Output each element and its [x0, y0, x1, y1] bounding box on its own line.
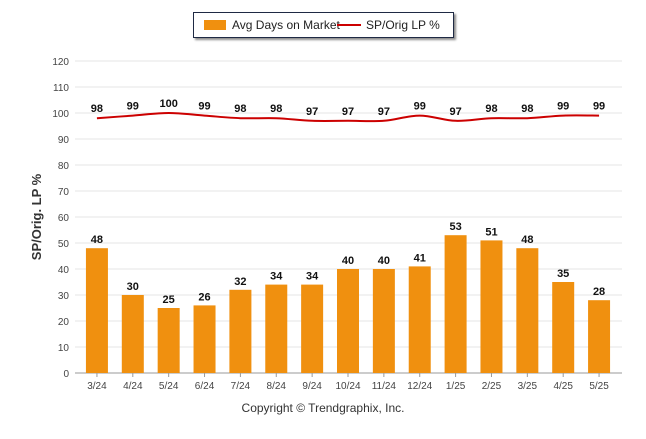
sp-orig-lp-line [96, 111, 600, 123]
y-tick-label: 100 [52, 109, 69, 120]
x-tick-label: 12/24 [407, 381, 432, 392]
line-value-label: 97 [342, 106, 354, 118]
bar-value-label: 34 [270, 271, 283, 283]
bar [265, 284, 288, 373]
y-tick-label: 70 [58, 187, 70, 198]
x-tick-label: 8/24 [267, 381, 287, 392]
x-tick-label: 10/24 [335, 381, 360, 392]
line-value-label: 100 [159, 98, 177, 110]
bar-series [85, 235, 611, 373]
y-tick-label: 20 [58, 317, 70, 328]
line-data-labels: 98 99 100 99 98 98 97 97 97 99 97 98 98 99 99 [91, 98, 605, 118]
x-tick-label: 7/24 [231, 381, 251, 392]
y-tick-label: 10 [58, 343, 70, 354]
y-tick-label: 30 [58, 291, 70, 302]
x-tick-label: 5/24 [159, 381, 179, 392]
bar [516, 248, 539, 373]
line-value-label: 98 [91, 103, 103, 115]
x-tick-label: 6/24 [195, 381, 215, 392]
bar-value-label: 32 [234, 276, 246, 288]
line-value-label: 99 [127, 101, 139, 113]
y-tick-label: 50 [58, 239, 70, 250]
bar [193, 305, 216, 373]
bar [480, 240, 503, 373]
legend-line-label: SP/Orig LP % [366, 18, 440, 32]
y-tick-label: 0 [63, 369, 69, 380]
legend-bar-label: Avg Days on Market [232, 18, 340, 32]
y-tick-label: 40 [58, 265, 70, 276]
bar-value-label: 40 [342, 255, 354, 267]
bar-value-label: 35 [557, 268, 569, 280]
x-tick-label: 5/25 [589, 381, 609, 392]
y-tick-label: 110 [53, 83, 69, 94]
line-value-label: 97 [306, 106, 318, 118]
y-tick-label: 80 [58, 161, 70, 172]
line-value-label: 98 [270, 103, 282, 115]
bar-value-label: 28 [593, 286, 605, 298]
bar-value-label: 34 [306, 271, 319, 283]
copyright-text: Copyright © Trendgraphix, Inc. [241, 401, 405, 415]
bar [588, 300, 611, 373]
bar-value-label: 30 [127, 281, 139, 293]
x-tick-label: 3/24 [87, 381, 107, 392]
bar-value-label: 48 [521, 234, 533, 246]
y-tick-label: 60 [58, 213, 70, 224]
bar [229, 289, 252, 373]
bar-value-label: 41 [414, 252, 426, 264]
bar-value-label: 51 [485, 226, 497, 238]
line-value-label: 97 [378, 106, 390, 118]
y-tick-labels: 0 10 20 30 40 50 60 70 80 90 100 110 120 [52, 57, 69, 380]
bar [372, 269, 395, 373]
x-tick-label: 3/25 [518, 381, 538, 392]
bar [408, 266, 431, 373]
x-tick-labels: 3/24 4/24 5/24 6/24 7/24 8/24 9/24 10/24 11/24 12… [87, 373, 609, 392]
bar [552, 282, 575, 373]
line-series [96, 111, 600, 123]
bar [121, 295, 144, 373]
x-tick-label: 1/25 [446, 381, 466, 392]
bar [301, 284, 324, 373]
y-axis-title: SP/Orig. LP % [29, 173, 44, 260]
bar-value-label: 26 [198, 291, 210, 303]
x-tick-label: 4/24 [123, 381, 143, 392]
y-tick-label: 120 [52, 57, 69, 68]
legend-bar-swatch [204, 20, 226, 30]
bar-value-label: 48 [91, 234, 103, 246]
bar [337, 269, 359, 373]
bar-value-label: 53 [449, 221, 461, 233]
y-tick-label: 90 [58, 135, 70, 146]
bar [85, 248, 108, 373]
bar-value-label: 40 [378, 255, 390, 267]
bar [157, 308, 180, 373]
bar-value-label: 25 [163, 294, 175, 306]
bar [444, 235, 467, 373]
legend: Avg Days on Market SP/Orig LP % [193, 12, 454, 38]
line-value-label: 97 [449, 106, 461, 118]
line-value-label: 99 [557, 101, 569, 113]
x-tick-label: 9/24 [302, 381, 322, 392]
x-tick-label: 2/25 [482, 381, 502, 392]
bar-data-labels: 48 30 25 26 32 34 34 40 40 41 53 51 48 35 28 [91, 221, 605, 306]
line-value-label: 99 [198, 101, 210, 113]
x-tick-label: 11/24 [372, 381, 397, 392]
line-value-label: 99 [414, 101, 426, 113]
line-value-label: 98 [485, 103, 497, 115]
line-value-label: 98 [521, 103, 533, 115]
line-value-label: 99 [593, 101, 605, 113]
x-tick-label: 4/25 [553, 381, 573, 392]
line-value-label: 98 [234, 103, 246, 115]
legend-line-swatch [337, 24, 361, 26]
